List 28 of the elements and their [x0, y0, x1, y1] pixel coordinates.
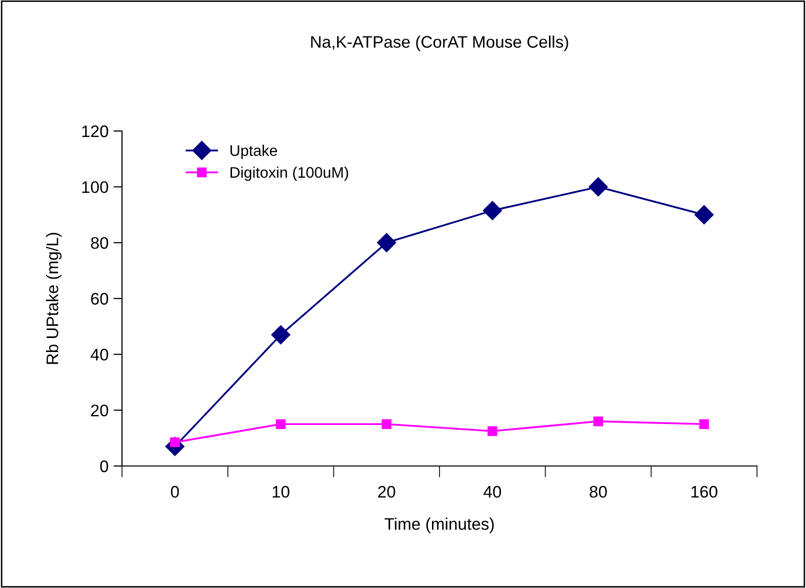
y-tick-label: 120 [82, 125, 108, 138]
x-tick-label: 80 [590, 486, 607, 498]
x-tick-label: 160 [691, 486, 718, 498]
point [271, 325, 290, 344]
point [699, 419, 709, 429]
y-tick-label: 80 [90, 237, 108, 249]
chart-title: Na,K-ATPase (CorAT Mouse Cells) [311, 36, 568, 52]
y-tick-label: 60 [91, 292, 108, 305]
x-tick-label: 20 [378, 486, 396, 498]
point [276, 419, 286, 429]
point [588, 177, 608, 196]
y-tick-label: 100 [82, 181, 108, 194]
x-tick-label: 0 [170, 486, 179, 498]
point [382, 419, 392, 429]
x-tick-label: 10 [272, 486, 290, 498]
point [482, 201, 502, 220]
point [488, 426, 498, 436]
y-tick-label: 40 [90, 348, 108, 361]
y-tick-label: 20 [91, 404, 108, 416]
legend-label: Digitoxin (100uM) [230, 166, 348, 181]
point [377, 233, 396, 252]
x-tick-label: 40 [484, 486, 502, 498]
legend-label: Uptake [230, 144, 278, 159]
x-axis-title: Time (minutes) [384, 518, 494, 534]
y-axis-title: Rb UPtake (mg/L) [46, 232, 62, 364]
point [694, 205, 714, 224]
y-tick-label: 0 [100, 460, 108, 472]
point [593, 416, 604, 426]
